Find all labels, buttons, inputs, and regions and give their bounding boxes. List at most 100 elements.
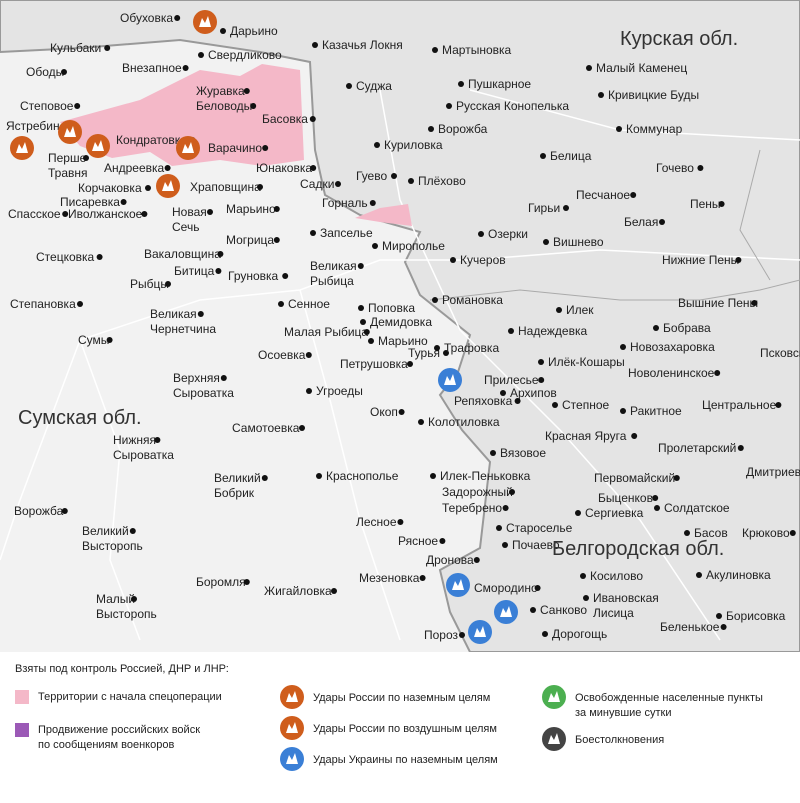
ukrainian-strike-icon bbox=[446, 573, 470, 597]
settlement-dot bbox=[74, 103, 81, 109]
settlement-dot bbox=[61, 508, 68, 514]
ukrainian-strike-icon-burst bbox=[474, 626, 486, 637]
settlement-dot bbox=[215, 268, 222, 274]
occupied-territory bbox=[60, 64, 304, 166]
legend-icon-burst bbox=[286, 753, 298, 764]
settlement-dot bbox=[316, 473, 322, 479]
place-label: Сечь bbox=[172, 220, 199, 234]
place-label: Степное bbox=[562, 398, 610, 412]
place-label: Басов bbox=[694, 526, 728, 540]
settlement-dot bbox=[346, 83, 352, 89]
legend-icon bbox=[542, 727, 566, 751]
settlement-dot bbox=[653, 325, 659, 331]
settlement-dot bbox=[197, 311, 204, 317]
place-label: Лисица bbox=[593, 606, 634, 620]
place-label: Быценков bbox=[598, 491, 653, 505]
settlement-dot bbox=[716, 613, 722, 619]
legend-label: Удары России по воздушным целям bbox=[313, 723, 497, 735]
legend-icon-burst bbox=[286, 722, 298, 733]
oblast-borders bbox=[429, 149, 800, 301]
place-label: Великий bbox=[214, 471, 261, 485]
place-label: Кондратовка bbox=[116, 133, 187, 147]
place-label: Трафовка bbox=[444, 341, 499, 355]
place-label: Озерки bbox=[488, 227, 528, 241]
place-label: Сенное bbox=[288, 297, 330, 311]
place-label: Ивановская bbox=[593, 591, 659, 605]
place-label: Степановка bbox=[10, 297, 76, 311]
place-label: Марьино bbox=[226, 202, 276, 216]
settlement-dot bbox=[737, 445, 744, 451]
place-label: Пены bbox=[690, 197, 721, 211]
legend-label: Освобожденные населенные пункты bbox=[575, 692, 763, 704]
settlement-dot bbox=[408, 178, 414, 184]
place-label: Илек bbox=[566, 303, 594, 317]
settlement-dot bbox=[575, 510, 581, 516]
settlement-dot bbox=[490, 450, 496, 456]
place-label: Прилесье bbox=[484, 373, 539, 387]
settlement-dot bbox=[508, 328, 514, 334]
place-label: Ворожба bbox=[14, 504, 64, 518]
russian-strike-icon-burst bbox=[64, 126, 76, 137]
place-label: Романовка bbox=[442, 293, 503, 307]
settlement-dot bbox=[502, 542, 508, 548]
settlement-dot bbox=[257, 184, 263, 190]
place-label: Беловоды bbox=[196, 99, 252, 113]
legend-label: Продвижение российских войск bbox=[38, 724, 200, 736]
settlement-dot bbox=[164, 165, 171, 171]
place-label: Чернетчина bbox=[150, 322, 216, 336]
place-label: Перше bbox=[48, 151, 87, 165]
place-label: Ворожба bbox=[438, 122, 488, 136]
place-label: Великий bbox=[82, 524, 129, 538]
settlement-dot bbox=[652, 495, 659, 501]
settlement-dot bbox=[182, 65, 189, 71]
place-label: Дмитриевка bbox=[746, 465, 800, 479]
place-label: Архипов bbox=[510, 386, 557, 400]
place-label: Колотиловка bbox=[428, 415, 500, 429]
russian-strike-icon-burst bbox=[199, 16, 211, 27]
place-label: Угроеды bbox=[316, 384, 363, 398]
russian-strike-icon-burst bbox=[162, 180, 174, 191]
legend-label: Удары Украины по наземным целям bbox=[313, 754, 498, 766]
settlement-dot bbox=[530, 607, 536, 613]
place-label: Петрушовка bbox=[340, 357, 408, 371]
settlement-dot bbox=[580, 573, 586, 579]
place-label: Дорогощь bbox=[552, 627, 607, 641]
settlement-dot bbox=[563, 205, 569, 211]
settlement-dot bbox=[198, 52, 204, 58]
settlement-dot bbox=[540, 153, 546, 159]
place-label: Беленькое bbox=[660, 620, 720, 634]
settlement-dot bbox=[145, 185, 151, 191]
legend-label: по сообщениям военкоров bbox=[38, 739, 174, 751]
settlement-dot bbox=[398, 409, 405, 415]
settlement-dot bbox=[391, 173, 397, 179]
place-label: Нижние Пены bbox=[662, 253, 739, 267]
place-label: Пороз bbox=[424, 628, 459, 642]
settlement-dot bbox=[273, 237, 280, 243]
legend-swatch bbox=[15, 690, 29, 704]
place-label: Псковское bbox=[760, 346, 800, 360]
place-label: Пролетарский bbox=[658, 441, 736, 455]
settlement-dot bbox=[473, 557, 480, 563]
place-label: Сумы bbox=[78, 333, 109, 347]
settlement-dot bbox=[583, 595, 589, 601]
settlement-dot bbox=[735, 257, 742, 263]
place-label: Косилово bbox=[590, 569, 643, 583]
settlement-dot bbox=[419, 575, 426, 581]
occupied-territory bbox=[355, 204, 412, 226]
place-label: Дарьино bbox=[230, 24, 278, 38]
settlement-dot bbox=[273, 206, 280, 212]
settlement-dot bbox=[407, 361, 413, 367]
settlement-dot bbox=[220, 375, 227, 381]
region-label: Сумская обл. bbox=[18, 407, 142, 429]
place-label: Корчаковка bbox=[78, 181, 142, 195]
place-label: Гочево bbox=[656, 161, 694, 175]
place-label: Малый Каменец bbox=[596, 61, 687, 75]
ukrainian-strike-icon bbox=[468, 620, 492, 644]
place-label: Журавка bbox=[196, 84, 245, 98]
settlement-dot bbox=[77, 301, 83, 307]
place-label: Репяховка bbox=[454, 394, 513, 408]
settlement-dot bbox=[310, 165, 317, 171]
place-label: Обуховка bbox=[120, 11, 173, 25]
settlement-dot bbox=[684, 530, 690, 536]
place-label: Стецковка bbox=[36, 250, 95, 264]
